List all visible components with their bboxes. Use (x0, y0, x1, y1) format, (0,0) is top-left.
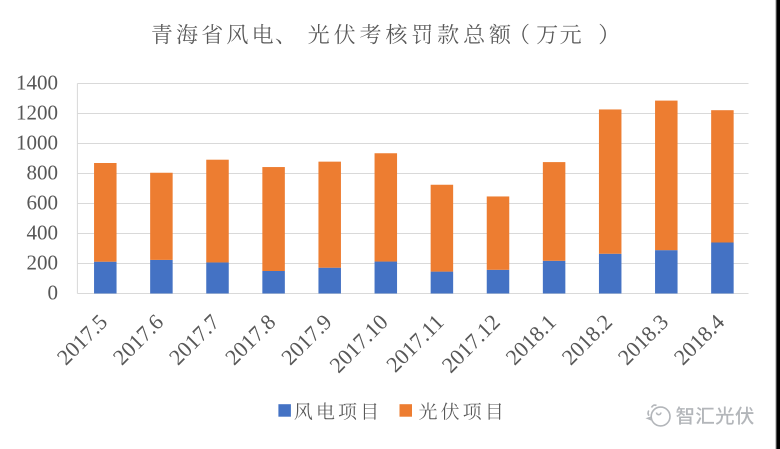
svg-text:400: 400 (27, 221, 59, 245)
svg-text:600: 600 (27, 191, 59, 215)
svg-text:200: 200 (27, 251, 59, 275)
svg-text:800: 800 (27, 161, 59, 185)
svg-text:1400: 1400 (16, 71, 58, 95)
svg-text:0: 0 (48, 281, 59, 305)
svg-text:1200: 1200 (16, 101, 58, 125)
svg-text:1000: 1000 (16, 131, 58, 155)
